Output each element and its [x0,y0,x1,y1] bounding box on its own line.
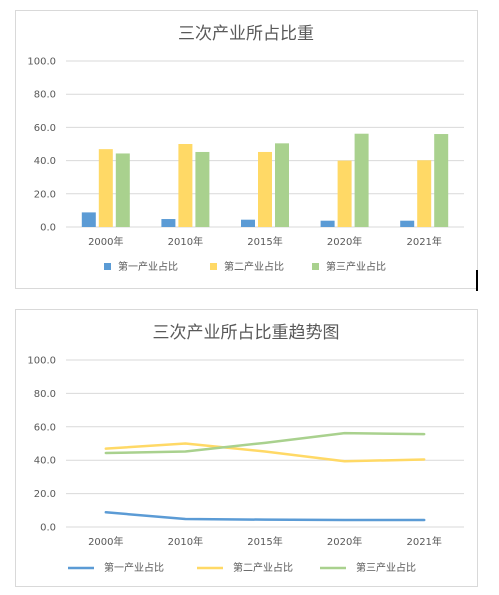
bar [241,219,255,227]
y-tick-label: 20.0 [34,189,56,200]
x-tick-label: 2015年 [247,535,282,548]
x-tick-label: 2021年 [406,235,441,248]
x-tick-label: 2010年 [168,535,203,548]
y-tick-label: 100.0 [27,356,56,367]
y-tick-label: 60.0 [34,422,56,433]
y-tick-label: 60.0 [34,123,56,134]
bar [417,160,432,227]
bar [275,143,289,227]
bar [434,134,449,227]
bar-chart-container: 三次产业所占比重 0.0 20.0 40.0 60.0 80.0 100.0 2000年 20… [15,10,478,289]
x-tick-label: 2000年 [88,535,123,548]
y-tick-label: 20.0 [34,489,56,500]
bar [400,220,415,227]
legend-label: 第三产业占比 [326,260,386,273]
y-tick-label: 0.0 [40,223,56,234]
bar [98,149,113,227]
y-tick-label: 80.0 [34,90,56,101]
bar [81,212,96,227]
divider-mark [476,270,478,291]
bar [320,220,335,227]
bar [337,160,352,227]
bar [195,151,210,227]
legend-label: 第二产业占比 [224,260,284,273]
y-tick-label: 80.0 [34,389,56,400]
x-tick-label: 2010年 [168,235,203,248]
x-tick-label: 2020年 [327,235,362,248]
y-tick-label: 0.0 [40,523,56,534]
x-tick-label: 2020年 [327,535,362,548]
x-tick-label: 2021年 [406,535,441,548]
bar-chart-svg: 三次产业所占比重 0.0 20.0 40.0 60.0 80.0 100.0 2000年 20… [27,24,464,273]
series-line [104,431,426,455]
legend-swatch [312,263,319,270]
bar [354,133,369,227]
x-tick-label: 2015年 [247,235,282,248]
legend-label: 第一产业占比 [104,561,164,574]
line-chart-container: 三次产业所占比重趋势图 0.0 20.0 40.0 60.0 80.0 100.0 2000… [15,309,478,587]
x-tick-label: 2000年 [88,235,123,248]
legend-swatch [104,263,111,270]
y-tick-label: 100.0 [27,57,56,68]
chart-title: 三次产业所占比重趋势图 [153,323,340,343]
legend-label: 第三产业占比 [356,561,416,574]
series-line [104,442,426,463]
bar [161,219,176,227]
legend-swatch [210,263,217,270]
y-tick-label: 40.0 [34,456,56,467]
y-tick-label: 40.0 [34,156,56,167]
bar [178,144,193,227]
bar [258,151,272,227]
bar [115,153,130,227]
legend-label: 第一产业占比 [118,260,178,273]
series-line [104,511,426,522]
legend-label: 第二产业占比 [233,561,293,574]
line-chart-svg: 三次产业所占比重趋势图 0.0 20.0 40.0 60.0 80.0 100.0 2000… [27,323,464,574]
chart-title: 三次产业所占比重 [178,24,314,44]
